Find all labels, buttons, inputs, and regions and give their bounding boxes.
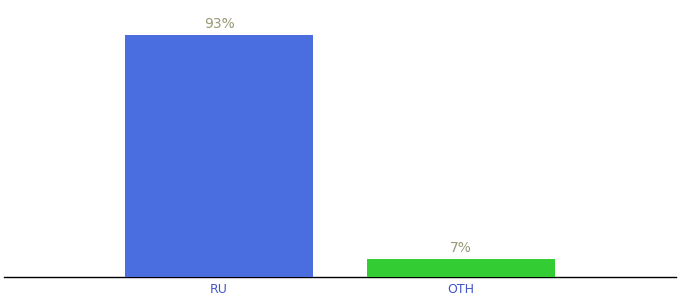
Bar xyxy=(125,35,313,277)
Text: 7%: 7% xyxy=(450,241,472,255)
Text: 93%: 93% xyxy=(204,17,235,32)
Bar xyxy=(367,259,555,277)
